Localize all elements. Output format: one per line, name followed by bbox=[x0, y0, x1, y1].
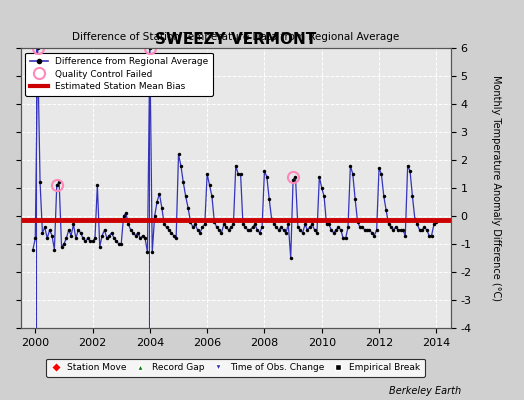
Y-axis label: Monthly Temperature Anomaly Difference (°C): Monthly Temperature Anomaly Difference (… bbox=[491, 75, 501, 301]
Text: Berkeley Earth: Berkeley Earth bbox=[389, 386, 461, 396]
Title: SWEEZY VERMONT: SWEEZY VERMONT bbox=[155, 32, 316, 47]
Legend: Station Move, Record Gap, Time of Obs. Change, Empirical Break: Station Move, Record Gap, Time of Obs. C… bbox=[47, 359, 425, 377]
Text: Difference of Station Temperature Data from Regional Average: Difference of Station Temperature Data f… bbox=[72, 32, 399, 42]
